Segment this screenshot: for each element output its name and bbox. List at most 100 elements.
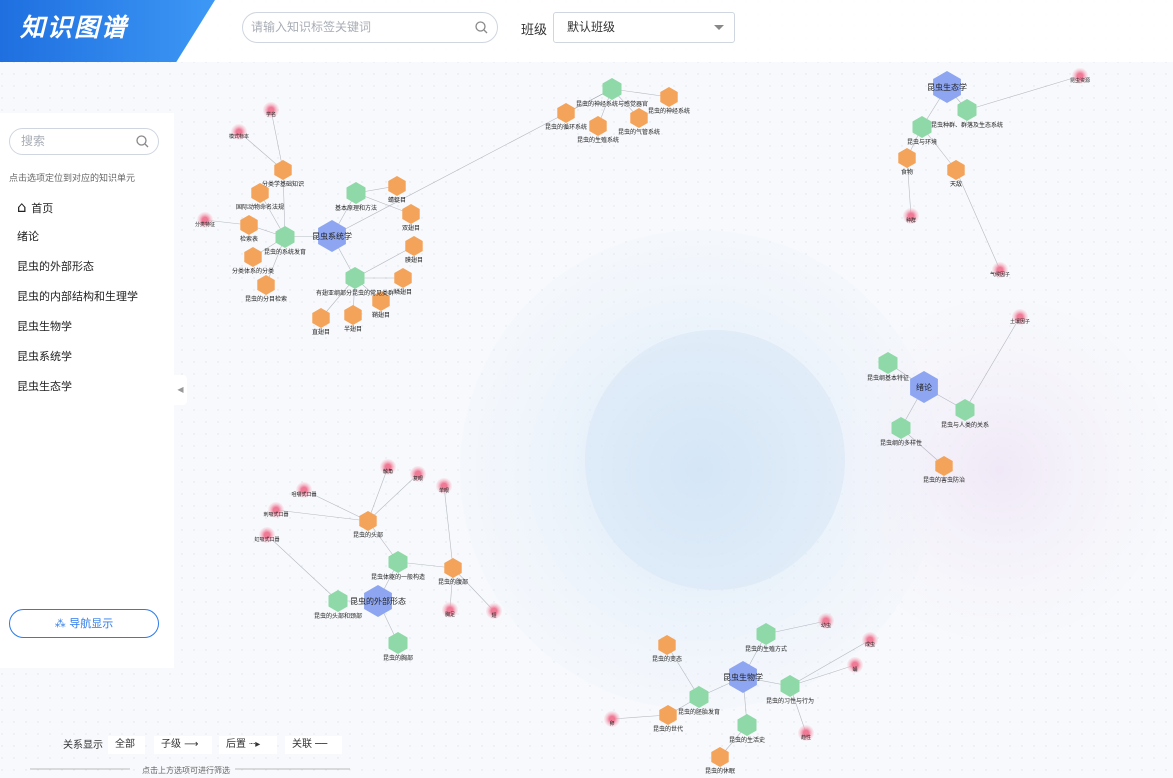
graph-node[interactable]: 昆虫的变态 — [652, 635, 682, 663]
node-hexagon — [257, 275, 275, 295]
graph-node[interactable]: 种群 — [903, 208, 919, 224]
graph-node[interactable]: 昆虫与人类的关系 — [941, 399, 989, 429]
graph-node[interactable]: 昆虫的胚胎发育 — [678, 686, 720, 716]
graph-node[interactable]: 昆虫的气管系统 — [618, 108, 660, 136]
menu-item[interactable]: ⌂ 首页 — [17, 197, 138, 227]
graph-node[interactable]: 复眼 — [410, 466, 426, 482]
graph-node[interactable]: 食物 — [898, 148, 916, 176]
graph-node[interactable]: 膜翅目 — [405, 236, 423, 264]
graph-node[interactable]: 绪论 — [910, 371, 938, 403]
graph-node[interactable]: 昆虫生物学 — [723, 661, 763, 693]
graph-node[interactable]: 昆虫的分目检索 — [245, 275, 287, 303]
node-circle — [862, 632, 878, 648]
nav-button[interactable]: ⁂ 导航显示 — [9, 609, 159, 638]
graph-node[interactable]: 幼虫 — [818, 613, 834, 629]
edge — [666, 644, 700, 698]
graph-node[interactable]: 土壤因子 — [1010, 309, 1030, 325]
graph-node[interactable]: 模式标本 — [229, 124, 249, 140]
search-input[interactable]: 请输入知识标签关键词 — [242, 12, 498, 43]
graph-node[interactable]: 虹吸式口器 — [254, 527, 280, 543]
sidebar-search[interactable]: 搜索 — [9, 128, 159, 155]
node-hexagon — [345, 267, 365, 289]
graph-node[interactable]: 学名 — [263, 102, 279, 118]
graph-node[interactable]: 昆虫的系统发育 — [264, 226, 306, 256]
graph-node[interactable]: 昆虫体躯的一般构造 — [371, 551, 425, 581]
node-label: 膜翅目 — [405, 256, 423, 264]
graph-node[interactable]: 刺吸式口器 — [263, 502, 289, 518]
graph-node[interactable]: 蛹 — [847, 657, 863, 673]
sidebar-toggle[interactable]: ◀ — [174, 375, 187, 405]
graph-node[interactable]: 触角 — [380, 459, 396, 475]
graph-node[interactable]: 昆虫的生活史 — [729, 714, 765, 744]
node-label: 单眼 — [439, 487, 449, 494]
graph-node[interactable]: 昆虫的世代 — [653, 705, 683, 733]
graph-node[interactable]: 昆虫纲的多样性 — [880, 417, 922, 447]
graph-node[interactable]: 昆虫的生殖系统 — [577, 116, 619, 144]
filter-option[interactable]: 后置 ┈▸ — [219, 736, 277, 754]
node-label: 昆虫的世代 — [653, 725, 683, 733]
edge — [303, 489, 369, 522]
graph-node[interactable]: 昆虫的休眠 — [705, 747, 735, 775]
search-icon — [136, 135, 149, 148]
graph-node[interactable]: 昆虫种群、群落及生态系统 — [931, 99, 1003, 129]
menu-label: 昆虫的外部形态 — [17, 260, 94, 273]
graph-node[interactable]: 直翅目 — [312, 308, 330, 336]
graph-node[interactable]: 分类学基础知识 — [262, 160, 304, 188]
graph-node[interactable]: 国际动物命名法规 — [236, 183, 284, 211]
node-label: 昆虫种群、群落及生态系统 — [931, 121, 1003, 129]
graph-node[interactable]: 分类特征 — [195, 212, 215, 228]
logo[interactable]: 知识图谱 — [0, 0, 215, 62]
graph-node[interactable]: 卵 — [604, 711, 620, 727]
graph-node[interactable]: 检索表 — [240, 215, 258, 243]
class-select[interactable]: 默认班级 — [553, 12, 735, 43]
graph-node[interactable]: 蜻蜓目 — [388, 176, 406, 204]
graph-node[interactable]: 昆虫的害虫防治 — [923, 456, 965, 484]
graph-node[interactable]: 分类体系的分类 — [232, 247, 274, 275]
graph-node[interactable]: 天敌 — [947, 160, 965, 188]
graph-node[interactable]: 昆虫与环境 — [907, 116, 937, 146]
graph-node[interactable]: 昆虫的头部 — [353, 511, 383, 539]
graph-node[interactable]: 昆虫系统学 — [312, 220, 352, 252]
filter-option[interactable]: 关联 ── — [285, 736, 342, 754]
menu-item[interactable]: 绪论 — [17, 227, 138, 257]
graph-node[interactable]: 翅 — [486, 603, 502, 619]
graph-node[interactable]: 趋性 — [798, 725, 814, 741]
graph-node[interactable]: 半翅目 — [344, 305, 362, 333]
graph-node[interactable]: 昆虫的腹部 — [438, 558, 468, 586]
menu-item[interactable]: 昆虫生物学 — [17, 317, 138, 347]
graph-node[interactable]: 气候因子 — [990, 262, 1010, 278]
graph-node[interactable]: 胸足 — [442, 602, 458, 618]
graph-node[interactable]: 昆虫的习性与行为 — [766, 675, 814, 705]
filter-option[interactable]: 全部 — [108, 736, 145, 754]
menu-item[interactable]: 昆虫的内部结构和生理学 — [17, 287, 138, 317]
graph-node[interactable]: 昆虫的胸部 — [383, 632, 413, 662]
graph-node[interactable]: 鳞翅目 — [394, 268, 412, 296]
graph-node[interactable]: 昆虫纲基本特征 — [867, 352, 909, 382]
menu-item[interactable]: 昆虫系统学 — [17, 347, 138, 377]
graph-node[interactable]: 双翅目 — [402, 204, 420, 232]
graph-node[interactable]: 昆虫的外部形态 — [350, 585, 406, 617]
node-hexagon — [737, 714, 757, 736]
node-label: 种群 — [906, 217, 916, 224]
graph-node[interactable]: 昆虫生态学 — [927, 71, 967, 103]
graph-node[interactable]: 基本原理和方法 — [335, 182, 377, 212]
graph-node[interactable]: 成虫 — [862, 632, 878, 648]
menu-item[interactable]: 昆虫的外部形态 — [17, 257, 138, 287]
node-circle — [1012, 309, 1028, 325]
graph-node[interactable]: 昆虫的循环系统 — [545, 103, 587, 131]
graph-node[interactable]: 昆虫资源 — [1070, 68, 1090, 84]
node-hexagon — [711, 747, 729, 767]
filter-option[interactable]: 子级 ⟶ — [154, 736, 212, 754]
option-label: 子级 — [161, 739, 181, 750]
graph-node[interactable]: 昆虫的神经系统 — [648, 87, 690, 115]
menu-item[interactable]: 昆虫生态学 — [17, 377, 138, 407]
graph-node[interactable]: 昆虫的神经系统与感觉器官 — [576, 78, 648, 108]
graph-node[interactable]: 有翅亚纲部分昆虫的常见类群 — [316, 267, 394, 297]
graph-node[interactable]: 昆虫的头部和颈部 — [314, 590, 362, 620]
node-circle — [268, 502, 284, 518]
node-label: 昆虫的神经系统 — [648, 107, 690, 115]
graph-node[interactable]: 单眼 — [436, 478, 452, 494]
graph-node[interactable]: 鞘翅目 — [372, 291, 390, 319]
graph-node[interactable]: 咀嚼式口器 — [291, 482, 317, 498]
graph-node[interactable]: 昆虫的生殖方式 — [745, 623, 787, 653]
